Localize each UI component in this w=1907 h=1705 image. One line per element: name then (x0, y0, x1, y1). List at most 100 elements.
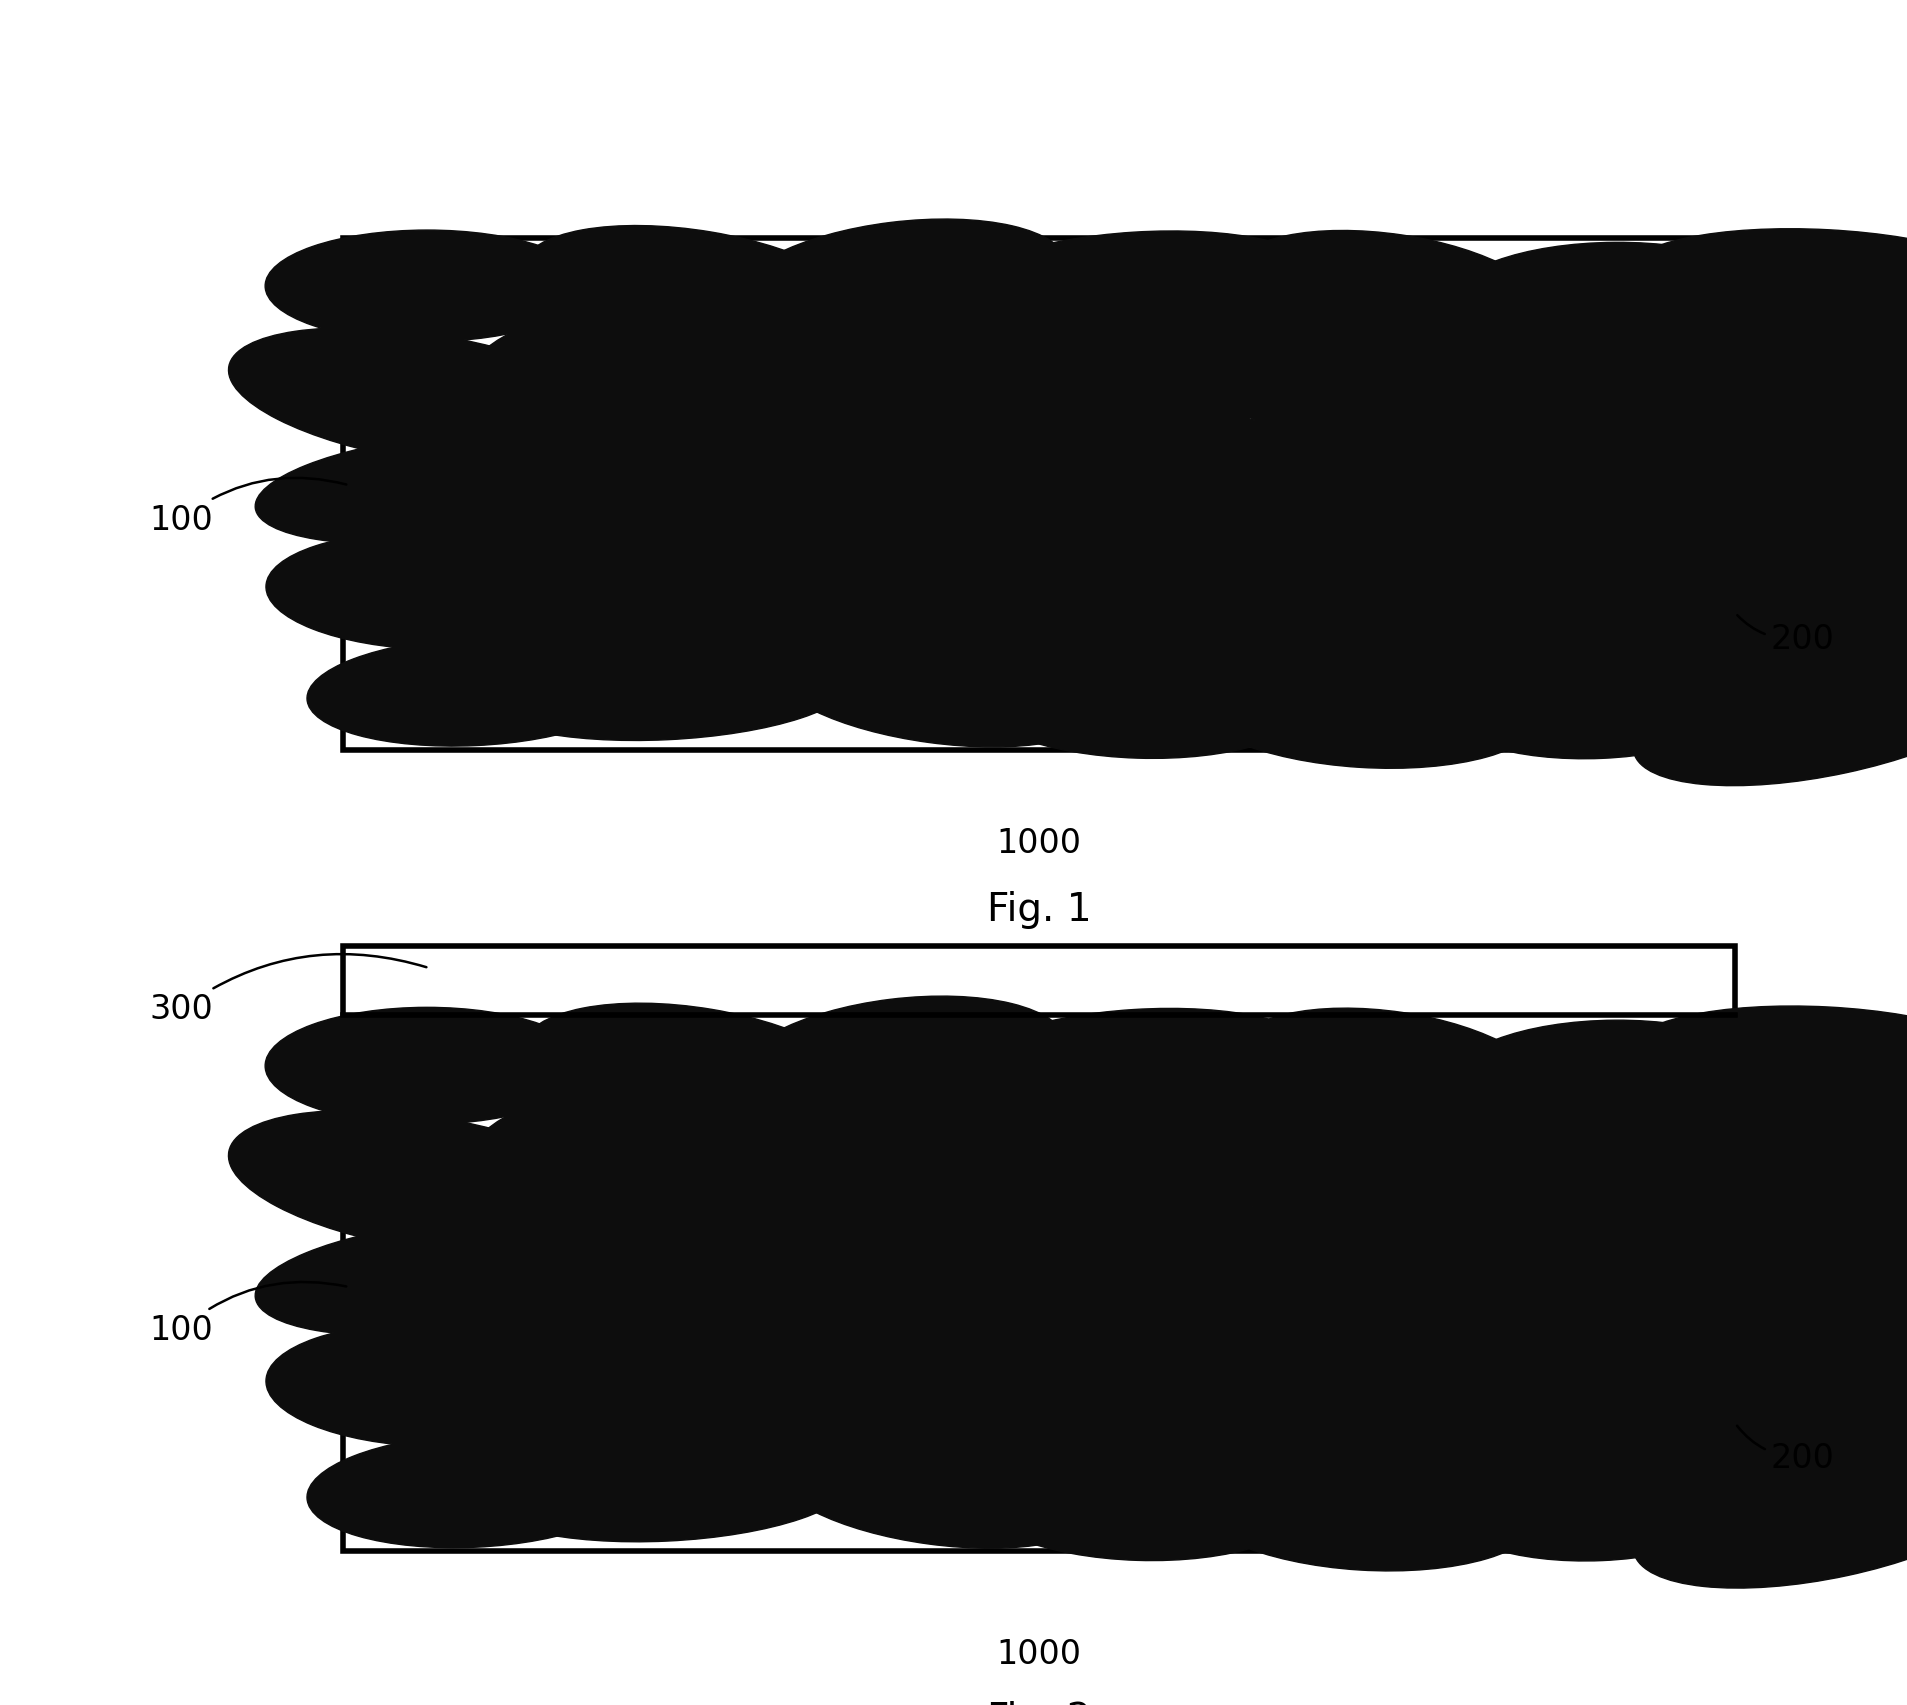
Text: 200: 200 (1737, 616, 1835, 656)
Ellipse shape (936, 1091, 1302, 1209)
Ellipse shape (1150, 1199, 1554, 1313)
Ellipse shape (1388, 1291, 1764, 1417)
Ellipse shape (740, 1103, 1079, 1231)
Ellipse shape (772, 631, 1104, 747)
Ellipse shape (730, 385, 1081, 517)
Ellipse shape (934, 336, 1322, 454)
Ellipse shape (740, 322, 1079, 445)
Ellipse shape (702, 1280, 1074, 1419)
Ellipse shape (959, 1212, 1333, 1357)
Text: 1000: 1000 (997, 1637, 1081, 1669)
Ellipse shape (702, 491, 1072, 624)
Ellipse shape (1394, 385, 1770, 515)
Ellipse shape (473, 397, 820, 542)
Ellipse shape (1625, 1006, 1907, 1120)
Ellipse shape (969, 638, 1312, 759)
Ellipse shape (265, 230, 587, 343)
Ellipse shape (1396, 1072, 1732, 1205)
Ellipse shape (521, 227, 875, 368)
Ellipse shape (265, 532, 595, 650)
Ellipse shape (1394, 1170, 1770, 1304)
Ellipse shape (307, 1434, 639, 1548)
Ellipse shape (475, 1229, 841, 1362)
Text: 100: 100 (149, 1282, 347, 1347)
Ellipse shape (1625, 230, 1907, 339)
Ellipse shape (1611, 1086, 1907, 1214)
Ellipse shape (730, 1170, 1081, 1306)
Ellipse shape (1632, 638, 1907, 786)
Ellipse shape (908, 404, 1308, 529)
Ellipse shape (965, 532, 1364, 639)
Ellipse shape (446, 587, 782, 720)
Ellipse shape (1188, 1345, 1539, 1465)
Ellipse shape (467, 290, 839, 423)
Ellipse shape (1188, 552, 1539, 667)
Ellipse shape (1388, 1226, 1753, 1366)
Ellipse shape (517, 1095, 849, 1236)
Ellipse shape (936, 312, 1302, 423)
Ellipse shape (1667, 1333, 1907, 1475)
Text: Fig. 2: Fig. 2 (988, 1700, 1091, 1705)
Ellipse shape (1388, 438, 1753, 575)
Ellipse shape (940, 597, 1287, 711)
Ellipse shape (707, 609, 1047, 714)
Ellipse shape (1163, 298, 1543, 436)
Ellipse shape (1438, 1434, 1760, 1562)
Ellipse shape (1186, 641, 1543, 769)
Bar (343, 239, 1735, 750)
Ellipse shape (1434, 1122, 1814, 1241)
Ellipse shape (1232, 1009, 1550, 1141)
Ellipse shape (1148, 585, 1528, 723)
Ellipse shape (229, 329, 622, 469)
Ellipse shape (521, 1004, 875, 1151)
Ellipse shape (1438, 638, 1760, 759)
Text: 100: 100 (149, 479, 347, 537)
Ellipse shape (1180, 428, 1545, 544)
Ellipse shape (969, 1434, 1312, 1560)
Ellipse shape (475, 442, 841, 569)
Ellipse shape (517, 314, 849, 448)
Bar (343, 1016, 1735, 1552)
Ellipse shape (1585, 486, 1907, 629)
Ellipse shape (965, 1323, 1364, 1436)
Ellipse shape (1585, 1275, 1907, 1424)
Ellipse shape (908, 1190, 1308, 1320)
Ellipse shape (1150, 413, 1554, 523)
Ellipse shape (959, 425, 1333, 564)
Text: Fig. 1: Fig. 1 (988, 890, 1091, 928)
Bar (343, 946, 1735, 1552)
Ellipse shape (1442, 1337, 1806, 1454)
Ellipse shape (772, 1427, 1104, 1548)
Ellipse shape (1142, 1280, 1529, 1407)
Ellipse shape (1360, 610, 1722, 733)
Ellipse shape (1388, 500, 1764, 622)
Ellipse shape (265, 1008, 587, 1124)
Ellipse shape (934, 1118, 1322, 1240)
Ellipse shape (715, 1318, 1112, 1461)
Ellipse shape (229, 1110, 622, 1255)
Text: 200: 200 (1737, 1425, 1835, 1475)
Ellipse shape (707, 1403, 1047, 1514)
Ellipse shape (1180, 1216, 1545, 1337)
Ellipse shape (1442, 544, 1806, 658)
Ellipse shape (256, 431, 639, 544)
Ellipse shape (955, 1009, 1320, 1122)
Ellipse shape (940, 1390, 1287, 1511)
Ellipse shape (473, 1183, 820, 1333)
Ellipse shape (1632, 1434, 1907, 1587)
Ellipse shape (1447, 244, 1785, 365)
Ellipse shape (1360, 1405, 1722, 1533)
Ellipse shape (1611, 1384, 1907, 1528)
Ellipse shape (475, 636, 854, 742)
Ellipse shape (482, 1299, 820, 1422)
Ellipse shape (1611, 307, 1907, 428)
Ellipse shape (473, 525, 847, 644)
Text: 1000: 1000 (997, 827, 1081, 859)
Text: 300: 300 (149, 955, 427, 1026)
Ellipse shape (955, 232, 1320, 339)
Ellipse shape (723, 1072, 1074, 1187)
Ellipse shape (715, 527, 1112, 663)
Ellipse shape (1396, 292, 1732, 419)
Ellipse shape (1142, 491, 1529, 612)
Ellipse shape (1163, 1079, 1543, 1222)
